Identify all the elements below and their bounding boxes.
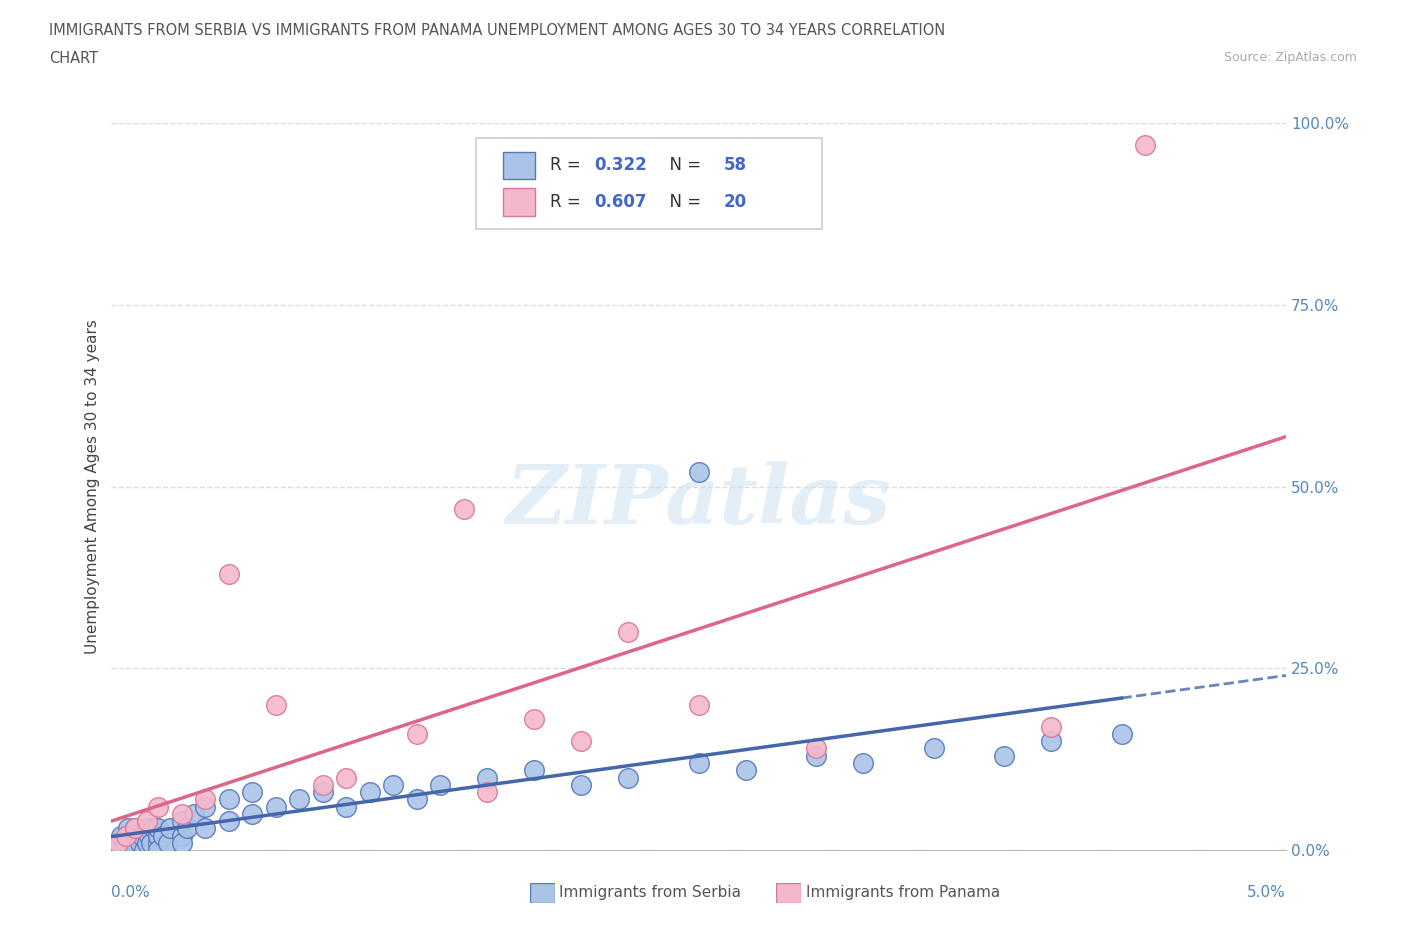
Text: N =: N = <box>659 193 706 211</box>
Point <box>523 712 546 727</box>
Text: IMMIGRANTS FROM SERBIA VS IMMIGRANTS FROM PANAMA UNEMPLOYMENT AMONG AGES 30 TO 3: IMMIGRANTS FROM SERBIA VS IMMIGRANTS FRO… <box>49 23 945 38</box>
Point <box>117 821 139 836</box>
Point <box>176 821 198 836</box>
Text: R =: R = <box>550 156 585 175</box>
Point <box>131 829 153 844</box>
Point <box>124 835 146 850</box>
FancyBboxPatch shape <box>502 188 536 216</box>
Text: CHART: CHART <box>49 51 98 66</box>
Point <box>120 843 142 857</box>
Text: ZIPatlas: ZIPatlas <box>506 461 891 541</box>
Point <box>688 465 710 480</box>
Text: 0.0%: 0.0% <box>111 884 150 899</box>
Point <box>617 625 640 640</box>
Text: R =: R = <box>550 193 585 211</box>
Point <box>194 791 217 806</box>
Point <box>734 763 756 777</box>
Point <box>107 835 129 850</box>
Point <box>121 829 143 844</box>
Point <box>312 777 335 792</box>
Point <box>569 777 592 792</box>
Point <box>1111 726 1133 741</box>
Text: Immigrants from Serbia: Immigrants from Serbia <box>560 884 741 899</box>
Point <box>135 835 157 850</box>
Point <box>335 799 357 814</box>
Point <box>312 785 335 800</box>
Point <box>264 799 287 814</box>
Text: 58: 58 <box>723 156 747 175</box>
Point <box>124 821 146 836</box>
Y-axis label: Unemployment Among Ages 30 to 34 years: Unemployment Among Ages 30 to 34 years <box>86 319 100 654</box>
Point <box>477 770 499 785</box>
Point <box>804 741 827 756</box>
Point <box>135 821 157 836</box>
Point <box>138 829 160 844</box>
Text: 20: 20 <box>723 193 747 211</box>
Point <box>218 814 240 829</box>
Point <box>453 501 475 516</box>
Point <box>993 749 1015 764</box>
Point <box>156 835 179 850</box>
Point <box>335 770 357 785</box>
Point <box>183 806 205 821</box>
FancyBboxPatch shape <box>475 138 823 229</box>
Point <box>107 835 129 850</box>
Text: 0.322: 0.322 <box>595 156 647 175</box>
Point <box>148 843 170 857</box>
Point <box>159 821 181 836</box>
Point <box>405 726 427 741</box>
Point <box>170 835 193 850</box>
Point <box>170 829 193 844</box>
Point <box>148 835 170 850</box>
Point <box>194 821 217 836</box>
Point <box>114 829 136 844</box>
Point <box>569 734 592 749</box>
Point <box>523 763 546 777</box>
Point <box>124 843 146 857</box>
Point <box>128 835 150 850</box>
Point <box>477 785 499 800</box>
Point <box>1040 734 1063 749</box>
Point <box>148 821 170 836</box>
Point <box>852 755 875 770</box>
Point <box>1040 719 1063 734</box>
Point <box>429 777 451 792</box>
Point <box>218 791 240 806</box>
Text: 0.607: 0.607 <box>595 193 647 211</box>
Point <box>688 698 710 712</box>
Point <box>264 698 287 712</box>
Text: N =: N = <box>659 156 706 175</box>
Point <box>922 741 945 756</box>
Point <box>148 829 170 844</box>
FancyBboxPatch shape <box>502 152 536 179</box>
Point <box>114 835 136 850</box>
Point <box>148 799 170 814</box>
Point <box>124 821 146 836</box>
Point <box>288 791 311 806</box>
Point <box>218 566 240 581</box>
Point <box>135 814 157 829</box>
Point <box>240 785 263 800</box>
Point <box>170 806 193 821</box>
Point <box>110 829 132 844</box>
Point <box>141 835 163 850</box>
Point <box>142 821 165 836</box>
Point <box>124 829 146 844</box>
Point <box>382 777 405 792</box>
Point <box>405 791 427 806</box>
Point <box>240 806 263 821</box>
Point <box>688 755 710 770</box>
Point <box>359 785 381 800</box>
Text: Immigrants from Panama: Immigrants from Panama <box>806 884 1000 899</box>
Point <box>152 829 174 844</box>
Text: 5.0%: 5.0% <box>1247 884 1286 899</box>
Point <box>134 843 156 857</box>
Point <box>194 799 217 814</box>
Point <box>1133 138 1156 153</box>
Point <box>112 843 135 857</box>
Point <box>170 814 193 829</box>
Text: Source: ZipAtlas.com: Source: ZipAtlas.com <box>1223 51 1357 64</box>
Point <box>617 770 640 785</box>
Point <box>804 749 827 764</box>
